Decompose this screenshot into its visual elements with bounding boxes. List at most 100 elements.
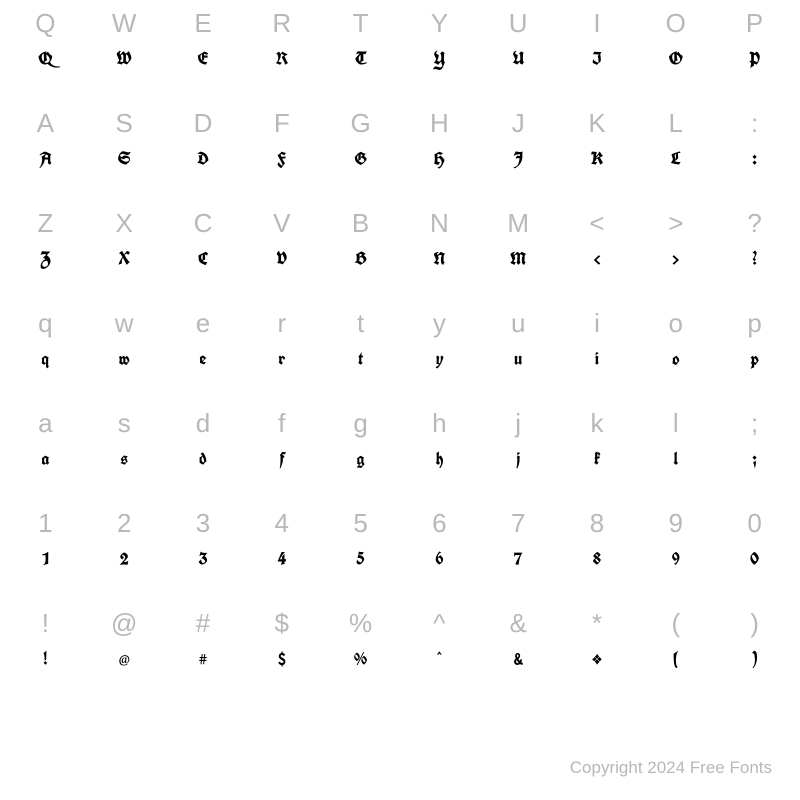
reference-char: w	[115, 310, 134, 336]
glyph-cell: LL	[636, 110, 715, 210]
reference-char: N	[430, 210, 449, 236]
font-glyph: 7	[514, 550, 523, 568]
reference-char: X	[116, 210, 133, 236]
reference-char: r	[277, 310, 286, 336]
font-glyph: y	[435, 350, 444, 368]
reference-char: #	[196, 610, 210, 636]
glyph-cell: ll	[636, 410, 715, 510]
font-glyph: N	[433, 250, 445, 268]
glyph-cell: ;;	[715, 410, 794, 510]
glyph-cell: yy	[400, 310, 479, 410]
glyph-cell: VV	[242, 210, 321, 310]
glyph-cell: OO	[636, 10, 715, 110]
glyph-cell: <<	[558, 210, 637, 310]
reference-char: 5	[353, 510, 367, 536]
font-glyph: S	[118, 150, 131, 168]
reference-char: M	[507, 210, 529, 236]
glyph-cell: dd	[164, 410, 243, 510]
reference-char: o	[669, 310, 683, 336]
glyph-cell: $$	[242, 610, 321, 710]
glyph-cell: ))	[715, 610, 794, 710]
glyph-cell: FF	[242, 110, 321, 210]
font-glyph: K	[591, 150, 604, 168]
font-glyph: G	[354, 150, 367, 168]
reference-char: Z	[37, 210, 53, 236]
glyph-cell: 33	[164, 510, 243, 610]
reference-char: W	[112, 10, 137, 36]
glyph-cell: ww	[85, 310, 164, 410]
font-glyph: k	[594, 450, 600, 468]
reference-char: F	[274, 110, 290, 136]
font-glyph: F	[277, 150, 286, 168]
font-glyph: s	[120, 450, 128, 468]
reference-char: Q	[35, 10, 55, 36]
reference-char: T	[353, 10, 369, 36]
font-glyph: O	[669, 50, 683, 68]
glyph-cell: hh	[400, 410, 479, 510]
reference-char: g	[353, 410, 367, 436]
reference-char: l	[673, 410, 679, 436]
reference-char: I	[593, 10, 600, 36]
font-glyph: e	[200, 350, 207, 368]
font-glyph: 9	[672, 550, 680, 568]
font-glyph: B	[354, 250, 367, 268]
font-glyph: *	[592, 650, 602, 668]
reference-char: p	[747, 310, 761, 336]
font-glyph: 2	[119, 550, 129, 568]
reference-char: E	[194, 10, 211, 36]
reference-char: !	[42, 610, 49, 636]
font-glyph: )	[752, 650, 757, 668]
glyph-cell: YY	[400, 10, 479, 110]
reference-char: 7	[511, 510, 525, 536]
font-glyph: u	[514, 350, 523, 368]
font-glyph: A	[39, 150, 51, 168]
font-glyph: 4	[277, 550, 286, 568]
glyph-cell: ??	[715, 210, 794, 310]
glyph-cell: MM	[479, 210, 558, 310]
font-glyph: &	[514, 650, 523, 668]
reference-char: h	[432, 410, 446, 436]
font-glyph: J	[513, 150, 523, 168]
glyph-cell: 55	[321, 510, 400, 610]
glyph-cell: HH	[400, 110, 479, 210]
glyph-cell: aa	[6, 410, 85, 510]
reference-char: i	[594, 310, 600, 336]
font-glyph: M	[510, 250, 527, 268]
glyph-cell: 22	[85, 510, 164, 610]
font-glyph: w	[119, 350, 130, 368]
reference-char: >	[668, 210, 683, 236]
glyph-cell: CC	[164, 210, 243, 310]
glyph-cell: %%	[321, 610, 400, 710]
font-glyph: p	[750, 350, 758, 368]
reference-char: K	[588, 110, 605, 136]
reference-char: B	[352, 210, 369, 236]
glyph-cell: gg	[321, 410, 400, 510]
font-glyph: >	[672, 250, 679, 268]
glyph-cell: XX	[85, 210, 164, 310]
font-glyph: d	[199, 450, 206, 468]
glyph-cell: ::	[715, 110, 794, 210]
font-glyph: o	[672, 350, 680, 368]
font-glyph: Z	[40, 250, 51, 268]
reference-char: u	[511, 310, 525, 336]
reference-char: k	[590, 410, 603, 436]
glyph-cell: ((	[636, 610, 715, 710]
font-glyph: 0	[750, 550, 759, 568]
glyph-cell: JJ	[479, 110, 558, 210]
copyright-text: Copyright 2024 Free Fonts	[570, 758, 772, 778]
reference-char: e	[196, 310, 210, 336]
font-glyph: !	[43, 650, 47, 668]
font-glyph: Y	[433, 50, 445, 68]
font-glyph: 8	[593, 550, 601, 568]
font-glyph: #	[198, 650, 208, 668]
reference-char: :	[751, 110, 758, 136]
font-glyph: H	[434, 150, 445, 168]
glyph-cell: PP	[715, 10, 794, 110]
reference-char: A	[37, 110, 54, 136]
reference-char: 8	[590, 510, 604, 536]
glyph-cell: 77	[479, 510, 558, 610]
reference-char: Y	[431, 10, 448, 36]
font-glyph: f	[279, 450, 284, 468]
reference-char: &	[510, 610, 527, 636]
reference-char: d	[196, 410, 210, 436]
